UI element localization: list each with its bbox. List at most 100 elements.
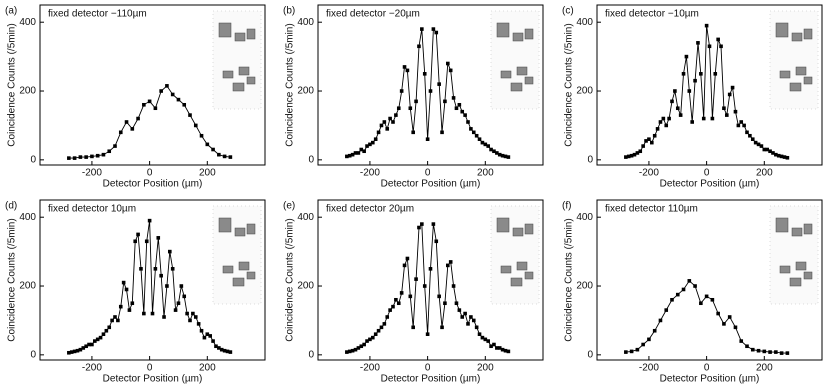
data-point (756, 348, 761, 353)
data-point (503, 154, 508, 159)
data-point (420, 27, 424, 31)
data-point (144, 239, 149, 244)
y-tick-label: 0 (587, 349, 593, 360)
data-point (371, 335, 375, 340)
data-point (199, 328, 204, 333)
x-axis-label: Detector Position (µm) (381, 179, 481, 190)
data-point (457, 102, 462, 107)
data-point (414, 99, 418, 104)
data-point (448, 68, 453, 73)
data-point (78, 347, 83, 352)
data-point (710, 116, 715, 121)
data-point (142, 311, 146, 316)
data-point (142, 102, 146, 107)
data-point (345, 154, 349, 159)
data-point (733, 109, 738, 114)
data-point (750, 137, 755, 141)
data-point (748, 133, 752, 138)
inset-cube (496, 217, 510, 233)
data-point (454, 106, 459, 111)
data-point (739, 120, 744, 124)
panel-label: (c) (562, 6, 574, 17)
data-point (170, 92, 175, 97)
data-point (350, 348, 355, 353)
data-point (168, 249, 172, 254)
data-point (113, 315, 117, 319)
y-tick-label: 200 (576, 86, 593, 97)
data-point (176, 97, 181, 102)
data-point (785, 155, 790, 160)
data-point (768, 350, 772, 354)
data-point (725, 113, 729, 117)
data-point (506, 155, 511, 159)
data-point (687, 279, 692, 283)
data-point (699, 301, 703, 306)
inset-cube (803, 223, 813, 235)
data-point (107, 325, 112, 330)
data-point (471, 130, 476, 135)
data-point (67, 156, 71, 160)
panel-label: (b) (283, 6, 295, 17)
data-point (489, 344, 493, 349)
data-point (492, 342, 496, 347)
inset-cube (789, 277, 802, 287)
data-point (165, 284, 169, 288)
y-tick-label: 400 (19, 212, 36, 223)
panel-label: (a) (5, 6, 17, 17)
data-point (147, 218, 152, 223)
data-point (72, 349, 77, 354)
data-point (385, 315, 390, 319)
y-tick-label: 200 (19, 86, 36, 97)
data-point (765, 147, 769, 152)
data-point (675, 106, 680, 111)
data-point (722, 106, 726, 111)
data-point (425, 332, 430, 336)
x-tick-label: 200 (477, 363, 494, 374)
data-point (466, 322, 470, 326)
data-point (385, 127, 390, 131)
data-point (451, 284, 456, 288)
plot-frame (39, 4, 266, 166)
data-point (474, 325, 479, 330)
data-point (641, 342, 645, 347)
x-axis-label: Detector Position (µm) (660, 179, 760, 190)
y-tick-label: 400 (297, 17, 314, 28)
data-point (652, 133, 657, 138)
data-point (139, 267, 143, 271)
data-point (667, 116, 671, 121)
data-point (762, 349, 767, 354)
data-point (690, 120, 694, 124)
data-point (687, 89, 692, 93)
y-axis-label: Coincidence Counts (/5min) (285, 218, 296, 341)
data-point (382, 120, 387, 124)
inset-cube (803, 28, 813, 40)
data-point (217, 346, 221, 350)
data-point (635, 347, 640, 352)
data-point (771, 151, 775, 155)
data-point (707, 44, 712, 49)
data-point (365, 144, 369, 148)
data-point (422, 284, 427, 288)
data-point (471, 318, 476, 323)
inset-cube (803, 271, 813, 280)
x-axis-label: Detector Position (µm) (103, 179, 203, 190)
x-tick-label: 200 (756, 363, 773, 374)
data-point (448, 260, 453, 264)
data-point (93, 339, 97, 343)
data-point (228, 155, 233, 159)
data-point (431, 222, 436, 226)
data-point (69, 350, 74, 354)
plot-frame (596, 199, 823, 361)
data-point (388, 116, 392, 121)
x-tick-label: 0 (425, 168, 431, 179)
data-point (228, 350, 233, 354)
data-point (474, 133, 479, 138)
data-point (347, 153, 352, 158)
inset-cube (779, 70, 791, 79)
data-point (753, 140, 758, 145)
data-point (347, 349, 352, 354)
data-point (214, 344, 218, 349)
data-point (362, 342, 366, 347)
data-point (373, 137, 378, 141)
data-point (437, 294, 441, 299)
